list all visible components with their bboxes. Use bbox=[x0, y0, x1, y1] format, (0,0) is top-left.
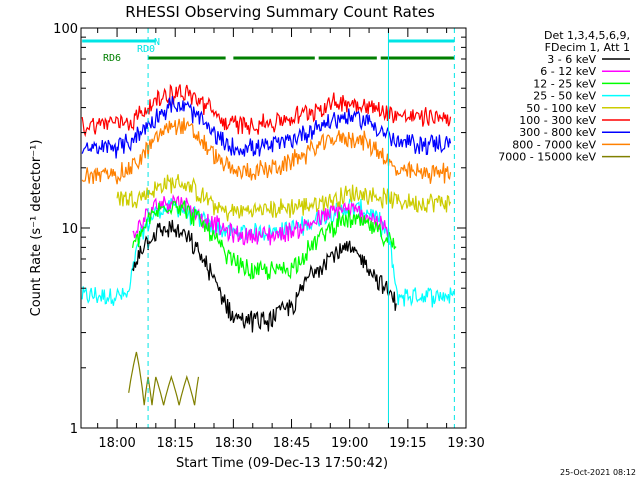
series-line-12-25-kev bbox=[132, 200, 397, 280]
y-tick-label: 100 bbox=[53, 22, 78, 37]
series-line-7000-15000-kev bbox=[128, 351, 200, 406]
x-axis-label: Start Time (09-Dec-13 17:50:42) bbox=[176, 456, 388, 471]
legend-label: 25 - 50 keV bbox=[533, 90, 596, 103]
legend-header-line-2: FDecim 1, Att 1 bbox=[545, 41, 630, 54]
x-tick-label: 19:30 bbox=[447, 436, 484, 451]
series-line-3-6-kev bbox=[132, 219, 397, 333]
x-tick-label: 18:00 bbox=[98, 436, 135, 451]
legend-label: 12 - 25 keV bbox=[533, 77, 596, 90]
timestamp: 25-Oct-2021 08:12 bbox=[560, 468, 636, 477]
y-tick-label: 10 bbox=[61, 222, 78, 237]
x-tick-label: 19:00 bbox=[331, 436, 368, 451]
legend-label: 800 - 7000 keV bbox=[512, 138, 596, 151]
markers-layer bbox=[147, 28, 455, 428]
legend-label: 300 - 800 keV bbox=[519, 126, 596, 139]
x-tick-label: 18:45 bbox=[273, 436, 310, 451]
legend-label: 6 - 12 keV bbox=[540, 65, 596, 78]
legend-label: 3 - 6 keV bbox=[547, 53, 596, 66]
chart-title: RHESSI Observing Summary Count Rates bbox=[125, 3, 435, 21]
series-line-100-300-kev bbox=[81, 83, 452, 138]
y-axis: 1 10 100 bbox=[53, 22, 466, 437]
y-tick-label: 1 bbox=[70, 422, 78, 437]
y-axis-label: Count Rate (s⁻¹ detector⁻¹) bbox=[29, 140, 44, 317]
x-axis: 18:00 18:15 18:30 18:45 19:00 19:15 19:30 bbox=[97, 28, 485, 451]
x-tick-label: 19:15 bbox=[389, 436, 426, 451]
flag-label-rd0: RD0 bbox=[137, 44, 155, 55]
legend-label: 7000 - 15000 keV bbox=[498, 151, 596, 164]
legend: Det 1,3,4,5,6,9, FDecim 1, Att 1 3 - 6 k… bbox=[498, 29, 630, 164]
series-line-50-100-kev bbox=[116, 174, 452, 222]
legend-header-line-1: Det 1,3,4,5,6,9, bbox=[544, 29, 630, 42]
series-layer bbox=[81, 83, 455, 406]
x-tick-label: 18:15 bbox=[156, 436, 193, 451]
x-tick-label: 18:30 bbox=[215, 436, 252, 451]
flag-label-rd6: RD6 bbox=[103, 53, 121, 64]
flag-label-n: N bbox=[154, 37, 160, 48]
legend-label: 50 - 100 keV bbox=[526, 102, 596, 115]
legend-label: 100 - 300 keV bbox=[519, 114, 596, 127]
